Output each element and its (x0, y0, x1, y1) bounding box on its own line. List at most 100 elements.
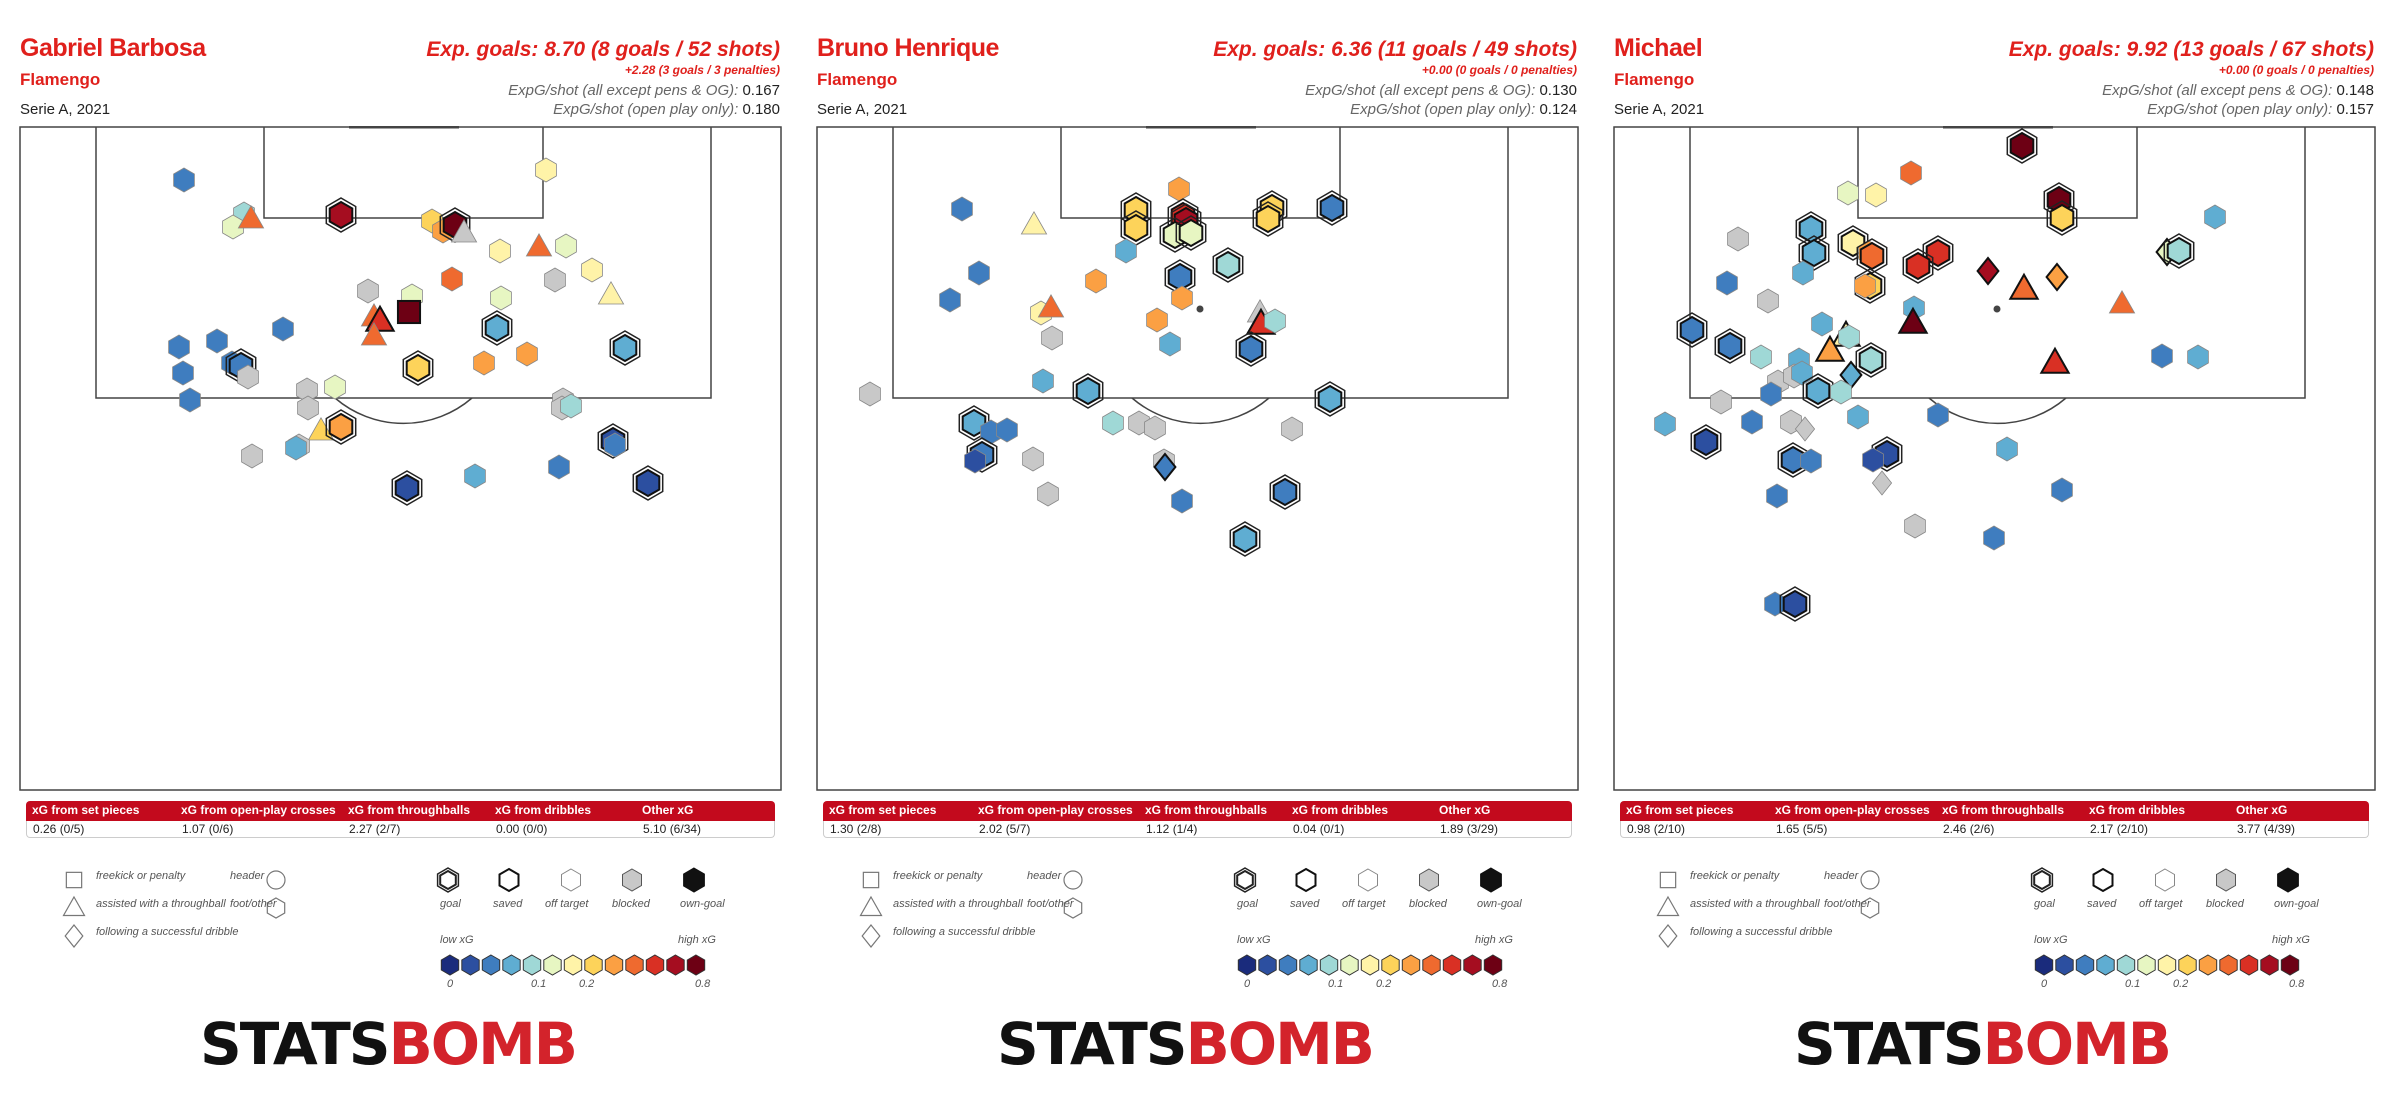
shot-marker (1264, 308, 1286, 334)
penalty-xg-summary: +0.00 (0 goals / 0 penalties) (1421, 63, 1577, 77)
shot-marker (237, 364, 259, 390)
shot-marker (1171, 488, 1193, 514)
value-open-play-crosses: 2.02 (5/7) (979, 822, 1031, 836)
shot-marker (1020, 210, 1048, 235)
legend-own-goal-label: own-goal (2274, 898, 2319, 910)
legend-xg-swatch (2239, 954, 2259, 976)
shot-goal-marker (328, 412, 354, 442)
shot-marker (996, 417, 1018, 443)
shot-legend: freekick or penalty assisted with a thro… (40, 866, 740, 990)
legend-square-icon (65, 871, 83, 889)
six-yard-box (1060, 127, 1341, 219)
player-name: Michael (1614, 34, 1703, 62)
season-label: Serie A, 2021 (1614, 101, 1705, 118)
shot-marker (544, 267, 566, 293)
shot-goal-ring (2163, 233, 2195, 269)
legend-tick-0: 0 (2041, 978, 2048, 990)
legend-goal-label: goal (2034, 898, 2055, 910)
shot-marker (1654, 411, 1676, 437)
shot-marker (360, 321, 388, 346)
shot-marker (1865, 182, 1887, 208)
legend-diamond-icon (861, 924, 881, 948)
shot-goal-ring (2006, 128, 2038, 164)
legend-header-label: header (1824, 870, 1859, 882)
legend-tick-0: 0 (447, 978, 454, 990)
legend-xg-swatch (1401, 954, 1421, 976)
value-set-pieces: 0.26 (0/5) (33, 822, 85, 836)
shot-marker (1037, 293, 1065, 318)
shot-marker (1837, 180, 1859, 206)
shot-goal-marker (612, 333, 638, 363)
shot-goal-marker (1897, 306, 1929, 334)
xg-breakdown-header: xG from set pieces xG from open-play cro… (26, 801, 775, 821)
xg-per-shot-all: ExpG/shot (all except pens & OG): 0.167 (508, 82, 780, 99)
legend-own-goal-icon (1480, 867, 1502, 893)
legend-off-target-label: off target (1342, 898, 1386, 910)
legend-saved-icon (2092, 867, 2114, 893)
shot-marker (324, 374, 346, 400)
shot-marker (939, 287, 961, 313)
shot-marker (1032, 368, 1054, 394)
shot-goal-marker (2039, 346, 2071, 374)
legend-hexagon-icon (1860, 897, 1880, 919)
header-set-pieces: xG from set pieces (32, 803, 140, 817)
shot-marker (173, 167, 195, 193)
legend-hexagon-icon (266, 897, 286, 919)
legend-low-xg-label: low xG (2034, 934, 2068, 946)
team-name: Flamengo (1614, 70, 1695, 89)
shot-marker (168, 334, 190, 360)
penalty-spot (1196, 305, 1204, 313)
shot-goal-ring (1252, 201, 1284, 237)
legend-throughball-label: assisted with a throughball (96, 898, 226, 910)
legend-goal-icon (1236, 869, 1254, 891)
legend-xg-swatch (543, 954, 562, 976)
xg-per-shot-all: ExpG/shot (all except pens & OG): 0.148 (2102, 82, 2374, 99)
legend-xg-swatch (666, 954, 685, 976)
shot-goal-ring (1690, 424, 1722, 460)
shot-goal-ring (1175, 215, 1207, 251)
shot-goal-marker (484, 313, 510, 343)
legend-saved-label: saved (493, 898, 523, 910)
shot-marker (1766, 483, 1788, 509)
header-open-play-crosses: xG from open-play crosses (1775, 803, 1930, 817)
legend-xg-swatch (2280, 954, 2300, 976)
legend-xg-swatch (2260, 954, 2279, 976)
legend-xg-swatch (440, 954, 460, 976)
header-other-xg: Other xG (1439, 803, 1491, 817)
six-yard-box (1857, 127, 2138, 219)
header-open-play-crosses: xG from open-play crosses (181, 803, 336, 817)
legend-foot-label: foot/other (1824, 898, 1871, 910)
header-throughballs: xG from throughballs (1145, 803, 1268, 817)
shot-marker (450, 218, 478, 243)
xg-per-shot-open-play: ExpG/shot (open play only): 0.157 (2147, 101, 2374, 118)
shot-marker (489, 238, 511, 264)
shot-goal-ring (1072, 373, 1104, 409)
legend-xg-swatch (1422, 954, 1441, 976)
shot-marker (1281, 416, 1303, 442)
legend-xg-swatch (1483, 954, 1503, 976)
shot-goal-marker (1123, 213, 1149, 243)
penalty-arc (334, 397, 473, 425)
penalty-area (892, 127, 1509, 399)
shot-marker (604, 432, 626, 458)
penalty-xg-summary: +0.00 (0 goals / 0 penalties) (2218, 63, 2374, 77)
value-other-xg: 3.77 (4/39) (2237, 822, 2296, 836)
value-other-xg: 1.89 (3/29) (1440, 822, 1499, 836)
shot-goal-marker (396, 299, 422, 325)
legend-hexagon-icon (1063, 897, 1083, 919)
six-yard-box (263, 127, 544, 219)
shot-marker (1171, 285, 1193, 311)
shot-goal-ring (1922, 235, 1954, 271)
shot-goal-marker (1905, 251, 1931, 281)
legend-goal-icon (439, 869, 457, 891)
legend-dribble-label: following a successful dribble (1690, 926, 1833, 938)
legend-diamond-icon (64, 924, 84, 948)
shot-goal-ring (609, 330, 641, 366)
legend-shapes (1656, 867, 2300, 976)
shot-goal-marker (2045, 262, 2069, 292)
shot-goal-marker (2166, 236, 2192, 266)
team-name: Flamengo (817, 70, 898, 89)
shot-marker (285, 435, 307, 461)
value-set-pieces: 0.98 (2/10) (1627, 822, 1686, 836)
xg-breakdown-values: 0.26 (0/5) 1.07 (0/6) 2.27 (2/7) 0.00 (0… (26, 821, 775, 838)
